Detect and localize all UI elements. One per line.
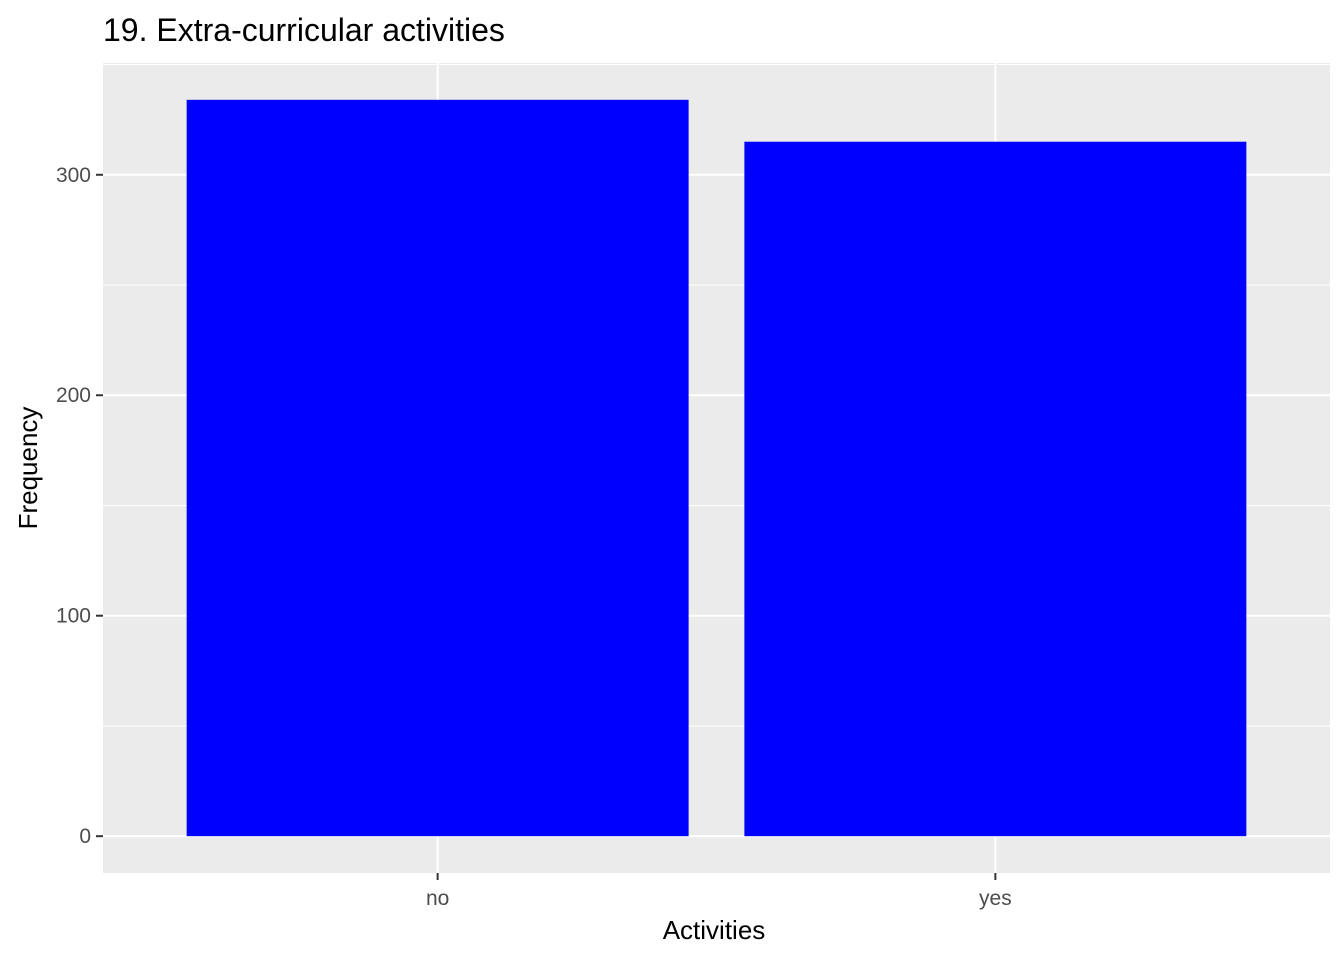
y-tick-label: 100 xyxy=(56,605,91,628)
bar-no xyxy=(186,99,689,837)
x-axis-title: Activities xyxy=(663,915,766,945)
y-tick-label: 0 xyxy=(79,825,91,848)
y-axis-title: Frequency xyxy=(13,407,43,530)
x-axis: no yes xyxy=(426,873,1012,910)
bar-yes xyxy=(744,141,1247,837)
bars xyxy=(186,99,1247,837)
y-tick-label: 300 xyxy=(56,164,91,187)
y-tick-label: 200 xyxy=(56,384,91,407)
chart-title: 19. Extra-curricular activities xyxy=(103,12,505,48)
y-axis: 0 100 200 300 xyxy=(56,164,103,848)
x-tick-label: yes xyxy=(979,887,1012,910)
x-tick-label: no xyxy=(426,887,449,910)
